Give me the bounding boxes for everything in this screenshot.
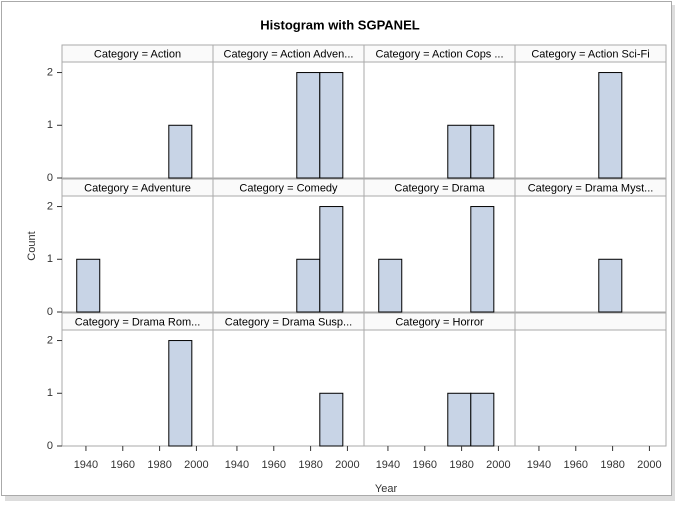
panel xyxy=(514,61,667,179)
bar xyxy=(319,72,344,179)
y-tick-label: 0 xyxy=(47,440,53,452)
bar xyxy=(296,258,321,313)
x-tick-label: 1940 xyxy=(527,459,551,471)
y-tick-label: 2 xyxy=(47,200,53,212)
bar xyxy=(447,124,472,179)
y-tick-label: 2 xyxy=(47,66,53,78)
panel-label: Category = Horror xyxy=(395,316,484,328)
y-tick-label: 1 xyxy=(47,253,53,265)
panel-label: Category = Action Adven... xyxy=(224,48,354,60)
panel-header xyxy=(514,312,667,331)
x-tick-label: 1940 xyxy=(376,459,400,471)
panel-label: Category = Drama Susp... xyxy=(225,316,352,328)
x-tick-label: 1940 xyxy=(74,459,98,471)
y-axis-label: Count xyxy=(26,231,38,260)
x-tick-label: 2000 xyxy=(184,459,208,471)
y-tick-label: 0 xyxy=(47,306,53,318)
x-tick-label: 1960 xyxy=(564,459,588,471)
panel-label: Category = Comedy xyxy=(239,182,338,194)
panel-label: Category = Adventure xyxy=(84,182,191,194)
panel-label: Category = Action Sci-Fi xyxy=(531,48,649,60)
y-tick-label: 1 xyxy=(47,387,53,399)
bar xyxy=(470,392,495,447)
panel xyxy=(514,195,667,313)
bar xyxy=(447,392,472,447)
panel-label: Category = Drama Myst... xyxy=(528,182,654,194)
x-tick-label: 1980 xyxy=(298,459,322,471)
chart-title: Histogram with SGPANEL xyxy=(260,17,419,32)
panel-label: Category = Action Cops ... xyxy=(375,48,503,60)
bar xyxy=(470,124,495,179)
x-tick-label: 1980 xyxy=(600,459,624,471)
y-tick-label: 0 xyxy=(47,172,53,184)
x-axis-label: Year xyxy=(375,483,398,495)
bar xyxy=(378,258,403,313)
y-tick-label: 1 xyxy=(47,119,53,131)
x-tick-label: 1960 xyxy=(262,459,286,471)
bar xyxy=(168,340,193,447)
bar xyxy=(598,258,623,313)
bar xyxy=(319,392,344,447)
x-tick-label: 1980 xyxy=(147,459,171,471)
x-tick-label: 2000 xyxy=(637,459,661,471)
x-tick-label: 1980 xyxy=(449,459,473,471)
panel-label: Category = Drama Rom... xyxy=(75,316,201,328)
bar xyxy=(598,72,623,179)
panel xyxy=(514,329,667,447)
bar xyxy=(319,206,344,313)
bar xyxy=(76,258,101,313)
y-tick-label: 2 xyxy=(47,334,53,346)
x-tick-label: 1960 xyxy=(111,459,135,471)
x-tick-label: 1940 xyxy=(225,459,249,471)
panel-label: Category = Drama xyxy=(394,182,485,194)
bar xyxy=(470,206,495,313)
x-tick-label: 2000 xyxy=(335,459,359,471)
x-tick-label: 1960 xyxy=(413,459,437,471)
panel-label: Category = Action xyxy=(94,48,181,60)
bar xyxy=(168,124,193,179)
bar xyxy=(296,72,321,179)
x-tick-label: 2000 xyxy=(486,459,510,471)
